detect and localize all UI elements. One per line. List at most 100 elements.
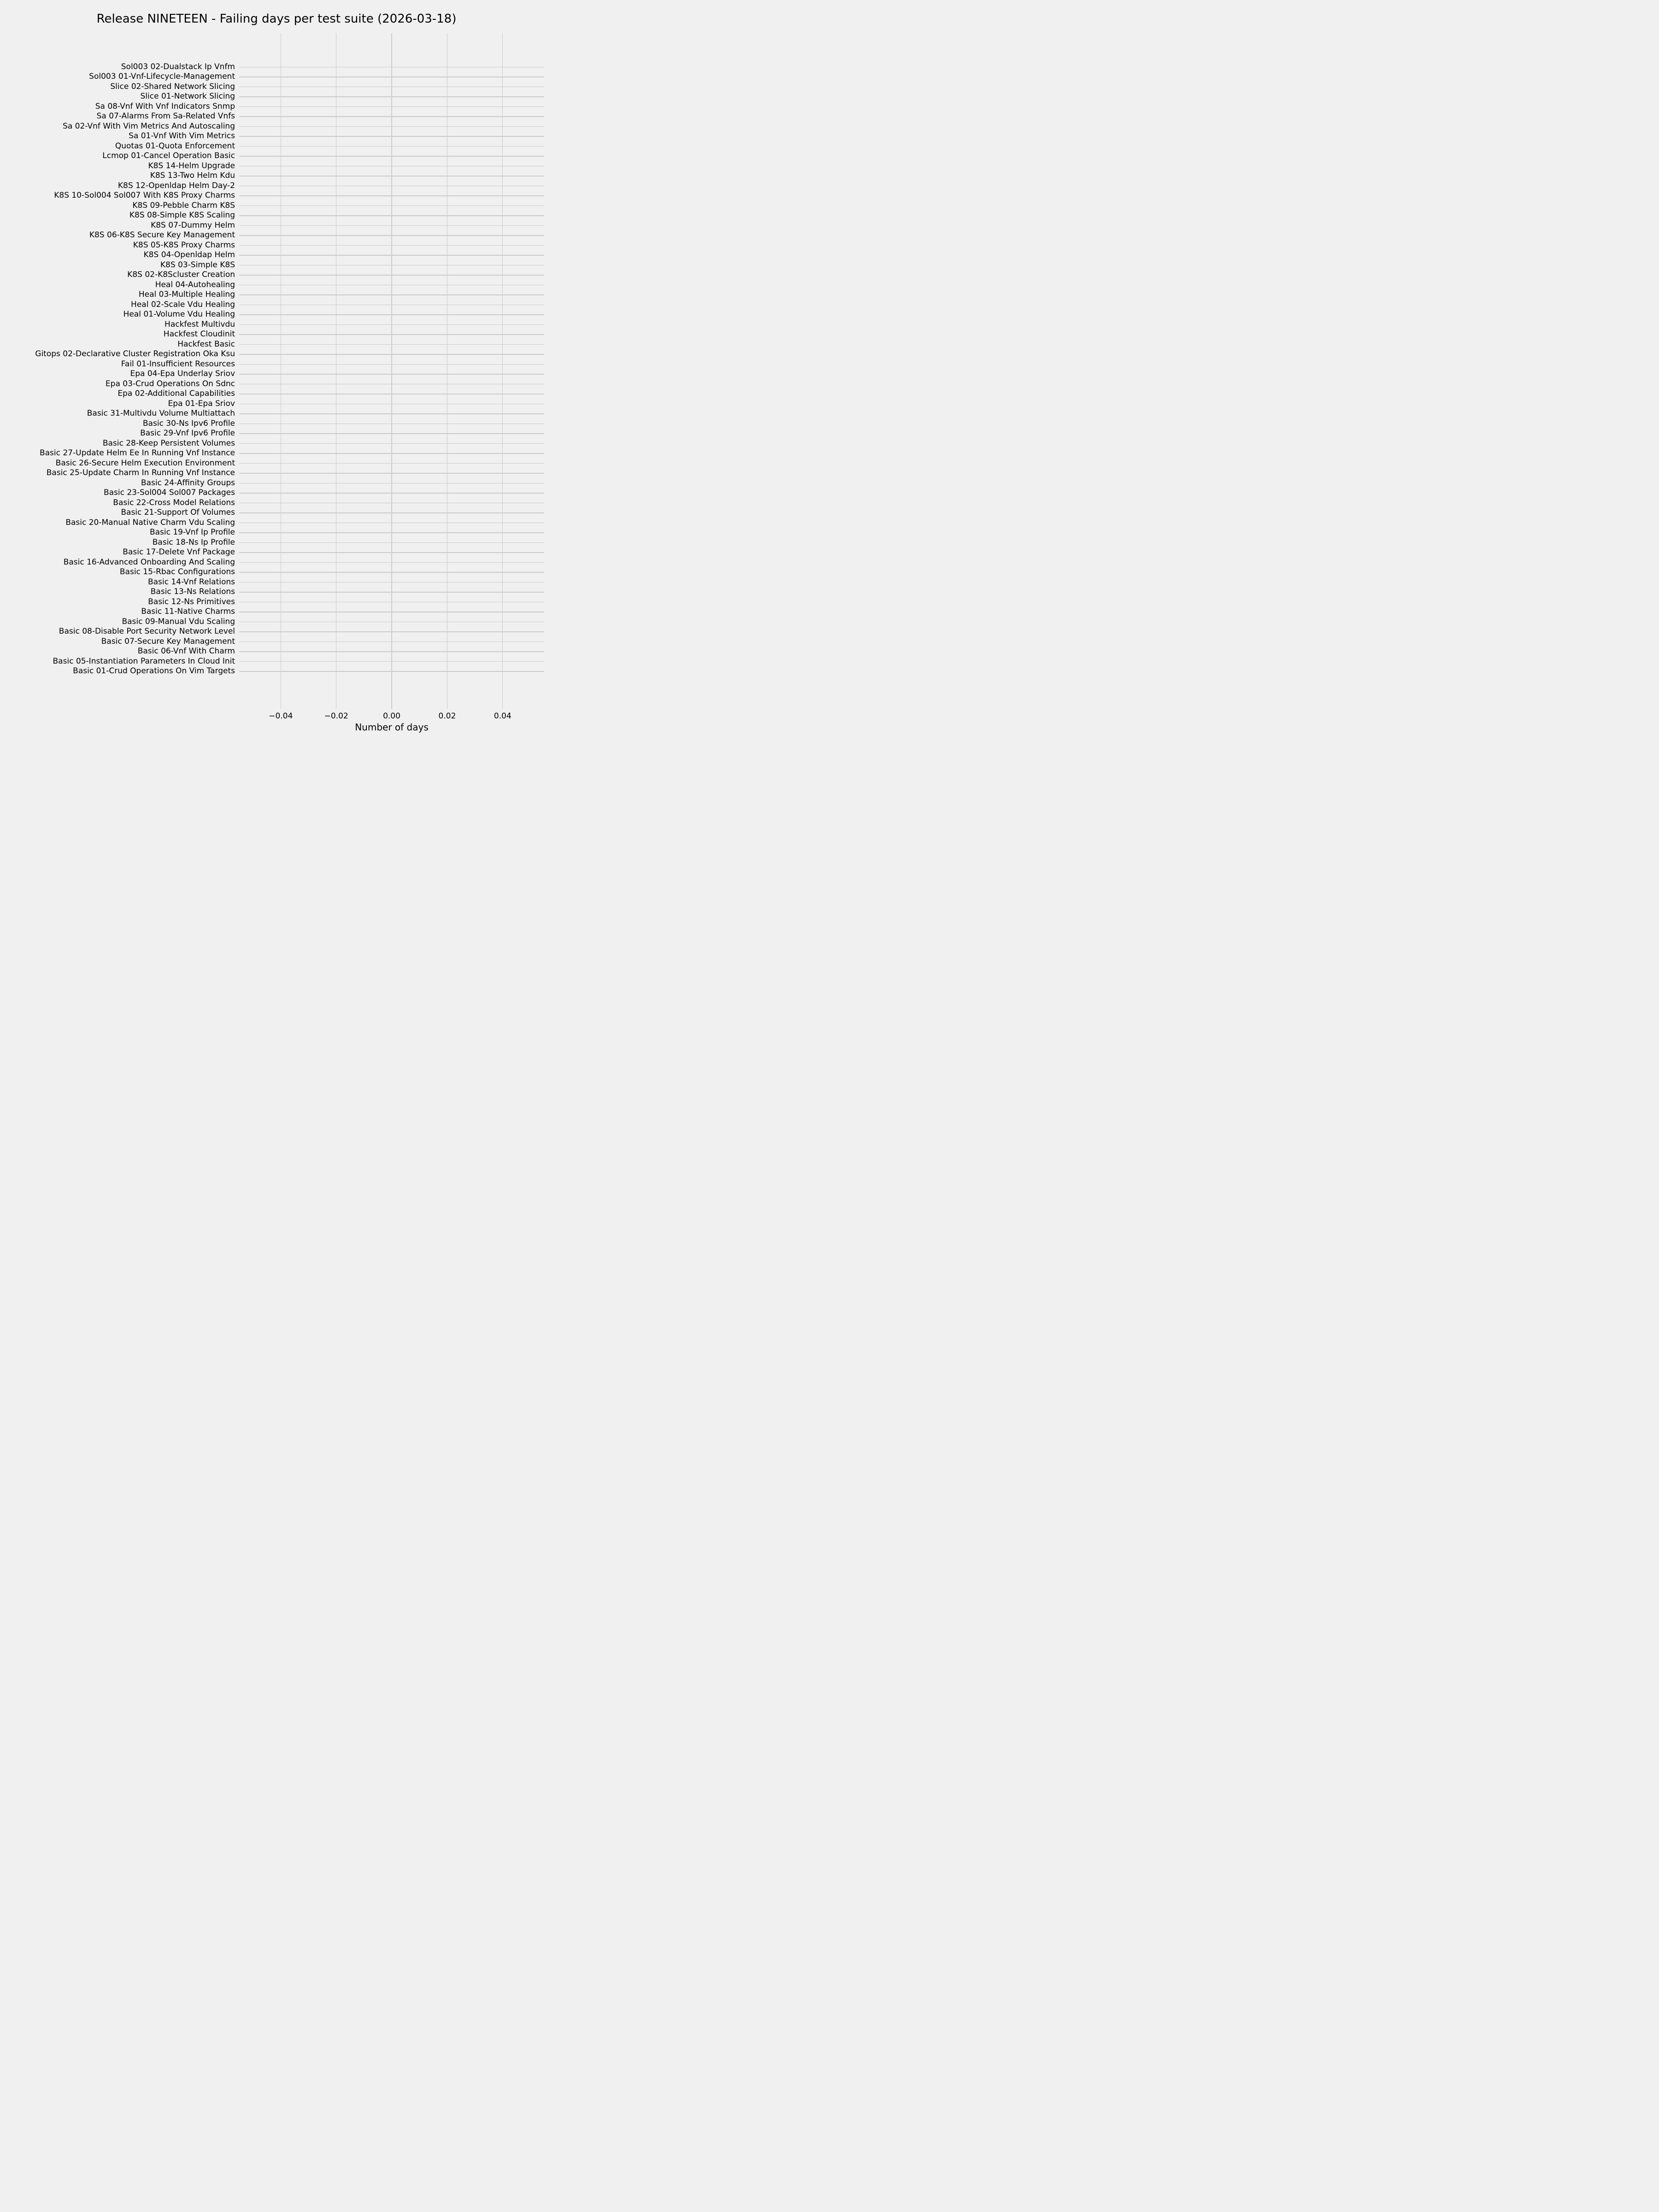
y-tick-label: K8S 06-K8S Secure Key Management — [89, 230, 235, 240]
gridline-horizontal — [239, 562, 544, 563]
y-tick-label: Sol003 02-Dualstack Ip Vnfm — [121, 62, 235, 71]
y-tick-label: K8S 08-Simple K8S Scaling — [129, 211, 235, 220]
gridline-horizontal — [239, 542, 544, 543]
y-tick-label: K8S 02-K8Scluster Creation — [127, 270, 235, 280]
y-tick-label: Basic 31-Multivdu Volume Multiattach — [87, 409, 235, 418]
gridline-horizontal — [239, 334, 544, 335]
y-tick-label: Basic 08-Disable Port Security Network L… — [59, 627, 235, 636]
y-tick-label: Basic 13-Ns Relations — [150, 587, 235, 597]
y-tick-label: Basic 21-Support Of Volumes — [121, 508, 235, 518]
gridline-horizontal — [239, 314, 544, 315]
y-tick-label: Basic 17-Delete Vnf Package — [123, 547, 235, 557]
y-tick-label: Sa 01-Vnf With Vim Metrics — [129, 131, 235, 141]
gridline-horizontal — [239, 106, 544, 107]
plot-area — [239, 33, 544, 709]
y-tick-label: K8S 07-Dummy Helm — [151, 220, 235, 230]
x-tick-label: 0.02 — [438, 712, 456, 721]
y-tick-label: Basic 20-Manual Native Charm Vdu Scaling — [65, 518, 235, 527]
y-tick-label: Heal 02-Scale Vdu Healing — [131, 300, 235, 309]
y-tick-label: Heal 04-Autohealing — [155, 280, 235, 289]
y-tick-label: K8S 10-Sol004 Sol007 With K8S Proxy Char… — [54, 191, 235, 200]
y-tick-label: Heal 01-Volume Vdu Healing — [123, 310, 235, 319]
y-tick-label: Sa 02-Vnf With Vim Metrics And Autoscali… — [63, 121, 235, 131]
gridline-horizontal — [239, 146, 544, 147]
y-tick-label: Basic 29-Vnf Ipv6 Profile — [140, 429, 235, 438]
y-tick-label: Basic 15-Rbac Configurations — [119, 567, 235, 577]
gridline-horizontal — [239, 126, 544, 127]
y-tick-label: Epa 02-Additional Capabilities — [118, 389, 235, 399]
y-tick-label: Basic 19-Vnf Ip Profile — [149, 528, 235, 537]
gridline-vertical — [391, 33, 392, 709]
gridline-horizontal — [239, 294, 544, 295]
x-tick-label: −0.02 — [324, 712, 348, 721]
y-tick-label: Basic 28-Keep Persistent Volumes — [102, 438, 235, 448]
y-tick-label: Basic 26-Secure Helm Execution Environme… — [55, 458, 235, 468]
y-tick-label: Slice 02-Shared Network Slicing — [110, 82, 235, 91]
gridline-horizontal — [239, 552, 544, 553]
y-tick-label: Basic 14-Vnf Relations — [147, 577, 235, 587]
y-tick-label: Basic 24-Affinity Groups — [141, 478, 235, 488]
y-axis-tick-labels: Sol003 02-Dualstack Ip Vnfm Sol003 01-Vnf… — [0, 0, 235, 737]
x-axis-label: Number of days — [355, 722, 429, 733]
y-tick-label: Basic 16-Advanced Onboarding And Scaling — [63, 557, 235, 567]
y-tick-label: Epa 01-Epa Sriov — [168, 399, 235, 408]
y-tick-label: K8S 04-Openldap Helm — [143, 250, 235, 260]
y-tick-label: Heal 03-Multiple Healing — [138, 290, 235, 300]
gridline-horizontal — [239, 245, 544, 246]
y-tick-label: Basic 30-Ns Ipv6 Profile — [142, 418, 235, 428]
y-tick-label: Basic 23-Sol004 Sol007 Packages — [103, 488, 235, 498]
gridline-horizontal — [239, 215, 544, 216]
gridline-horizontal — [239, 512, 544, 513]
y-tick-label: Basic 09-Manual Vdu Scaling — [122, 617, 235, 626]
y-tick-label: K8S 03-Simple K8S — [160, 260, 235, 270]
y-tick-label: K8S 12-Openldap Helm Day-2 — [118, 181, 235, 190]
y-tick-label: Basic 12-Ns Primitives — [148, 597, 235, 606]
chart-title: Release NINETEEN - Failing days per test… — [96, 12, 457, 26]
gridline-horizontal — [239, 96, 544, 97]
gridline-horizontal — [239, 651, 544, 652]
y-tick-label: Basic 27-Update Helm Ee In Running Vnf I… — [39, 448, 235, 458]
x-tick-label: 0.00 — [383, 712, 400, 721]
gridline-horizontal — [239, 225, 544, 226]
y-tick-label: Hackfest Multivdu — [165, 319, 235, 329]
y-tick-label: Basic 07-Secure Key Management — [101, 636, 235, 646]
x-tick-label: −0.04 — [269, 712, 293, 721]
gridline-horizontal — [239, 344, 544, 345]
gridline-horizontal — [239, 661, 544, 662]
gridline-horizontal — [239, 443, 544, 444]
y-tick-label: Quotas 01-Quota Enforcement — [115, 141, 235, 151]
y-tick-label: Fail 01-Insufficient Resources — [121, 359, 235, 369]
y-tick-label: Sol003 01-Vnf-Lifecycle-Management — [89, 72, 235, 82]
gridline-horizontal — [239, 195, 544, 196]
y-tick-label: Epa 03-Crud Operations On Sdnc — [105, 379, 235, 388]
gridline-horizontal — [239, 116, 544, 117]
y-tick-label: Basic 11-Native Charms — [141, 607, 235, 617]
y-tick-label: K8S 05-K8S Proxy Charms — [133, 240, 235, 250]
y-tick-label: K8S 14-Helm Upgrade — [148, 161, 235, 171]
y-tick-label: Gitops 02-Declarative Cluster Registrati… — [35, 349, 235, 359]
gridline-horizontal — [239, 463, 544, 464]
y-tick-label: Basic 01-Crud Operations On Vim Targets — [73, 666, 235, 676]
x-tick-label: 0.04 — [494, 712, 512, 721]
y-tick-label: Basic 05-Instantiation Parameters In Clo… — [53, 656, 235, 666]
gridline-horizontal — [239, 631, 544, 632]
y-tick-label: Basic 06-Vnf With Charm — [137, 647, 235, 656]
gridline-horizontal — [239, 364, 544, 365]
gridline-horizontal — [239, 433, 544, 434]
y-tick-label: Basic 18-Ns Ip Profile — [152, 537, 235, 547]
gridline-vertical — [502, 33, 503, 709]
y-tick-label: Slice 01-Network Slicing — [140, 92, 235, 101]
y-tick-label: K8S 09-Pebble Charm K8S — [132, 200, 235, 210]
gridline-horizontal — [239, 413, 544, 414]
gridline-horizontal — [239, 76, 544, 77]
y-tick-label: Sa 07-Alarms From Sa-Related Vnfs — [96, 112, 235, 121]
y-tick-label: Sa 08-Vnf With Vnf Indicators Snmp — [95, 101, 235, 111]
y-tick-label: Epa 04-Epa Underlay Sriov — [130, 369, 235, 379]
y-tick-label: Basic 22-Cross Model Relations — [113, 498, 235, 507]
y-tick-label: K8S 13-Two Helm Kdu — [150, 171, 235, 181]
figure: Release NINETEEN - Failing days per test… — [0, 0, 553, 737]
y-tick-label: Hackfest Cloudinit — [163, 329, 235, 339]
gridline-horizontal — [239, 532, 544, 533]
gridline-horizontal — [239, 641, 544, 642]
y-tick-label: Lcmop 01-Cancel Operation Basic — [102, 151, 235, 161]
